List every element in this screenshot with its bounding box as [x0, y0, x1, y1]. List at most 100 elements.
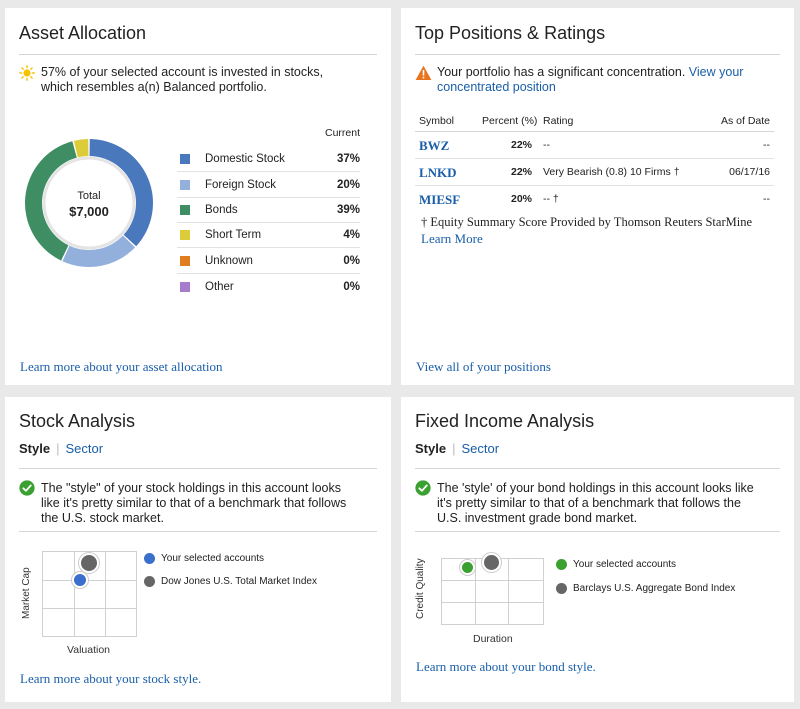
- donut-slice-domestic-stock: [89, 139, 153, 247]
- date-header: As of Date: [720, 115, 770, 127]
- fixed-income-title: Fixed Income Analysis: [415, 411, 595, 431]
- allocation-percent: 37%: [336, 153, 360, 165]
- percent-header: Percent (%): [482, 115, 538, 127]
- tab-style[interactable]: Style: [415, 441, 447, 456]
- allocation-row-short-term: Short Term 4%: [177, 222, 360, 248]
- legend-dot: [556, 559, 567, 570]
- benchmark-marker: [79, 553, 99, 573]
- tab-separator: |: [452, 441, 456, 456]
- allocation-percent: 0%: [343, 281, 360, 293]
- allocation-percent: 39%: [336, 204, 360, 216]
- y-axis-label: Credit Quality: [415, 558, 426, 619]
- asset-allocation-panel: Asset Allocation 57% of your selected ac…: [5, 8, 391, 385]
- legend-dot: [144, 576, 155, 587]
- fixed-income-tabs: Style | Sector: [415, 441, 499, 456]
- allocation-label: Unknown: [205, 255, 253, 267]
- legend-dot: [556, 583, 567, 594]
- rating-header: Rating: [543, 115, 574, 127]
- stock-analysis-title: Stock Analysis: [19, 411, 136, 431]
- learn-more-link[interactable]: Learn More: [421, 231, 483, 246]
- asset-allocation-title: Asset Allocation: [19, 23, 147, 43]
- legend-dot: [144, 553, 155, 564]
- legend-label: Your selected accounts: [161, 553, 265, 564]
- foreign-stock-swatch: [180, 180, 190, 190]
- view-concentrated-position-link[interactable]: View your concentrated position: [437, 65, 744, 94]
- domestic-stock-swatch: [180, 154, 190, 164]
- allocation-percent: 20%: [336, 179, 360, 191]
- table-row: LNKD 22% Very Bearish (0.8) 10 Firms † 0…: [415, 159, 774, 186]
- fixed-income-panel: Fixed Income Analysis Style | Sector The '…: [401, 397, 794, 702]
- other-swatch: [180, 282, 190, 292]
- y-axis-label: Market Cap: [21, 567, 32, 619]
- position-rating: --: [543, 139, 550, 151]
- divider: [415, 468, 780, 469]
- tab-sector[interactable]: Sector: [65, 441, 104, 456]
- current-column-header: Current: [324, 127, 360, 139]
- legend-label: Your selected accounts: [573, 559, 677, 570]
- check-circle-icon: [415, 480, 431, 496]
- tab-separator: |: [56, 441, 60, 456]
- table-row: BWZ 22% -- --: [415, 132, 774, 159]
- position-percent: 22%: [511, 139, 533, 151]
- symbol-link[interactable]: LNKD: [419, 165, 457, 180]
- x-axis-label: Duration: [473, 633, 513, 645]
- allocation-label: Domestic Stock: [205, 153, 285, 165]
- symbol-link[interactable]: BWZ: [419, 138, 450, 153]
- position-date: 06/17/16: [729, 166, 770, 178]
- allocation-percent: 4%: [343, 229, 360, 241]
- allocation-row-bonds: Bonds 39%: [177, 197, 360, 223]
- donut-center: [42, 156, 136, 250]
- position-rating: Very Bearish (0.8) 10 Firms †: [543, 166, 680, 178]
- footnote: † Equity Summary Score Provided by Thoms…: [421, 215, 752, 229]
- stock-analysis-tabs: Style | Sector: [19, 441, 103, 456]
- legend-label: Dow Jones U.S. Total Market Index: [161, 576, 317, 587]
- donut-slice-bonds: [25, 141, 77, 261]
- position-date: --: [763, 193, 770, 205]
- style-box-grid: [42, 551, 137, 637]
- learn-more-bond-style-link[interactable]: Learn more about your bond style.: [416, 659, 596, 674]
- allocation-percent: 0%: [343, 255, 360, 267]
- divider: [415, 131, 774, 132]
- learn-more-asset-allocation-link[interactable]: Learn more about your asset allocation: [20, 359, 223, 374]
- position-date: --: [763, 139, 770, 151]
- bond-style-message: The 'style' of your bond holdings in thi…: [437, 481, 754, 525]
- tab-sector[interactable]: Sector: [461, 441, 500, 456]
- symbol-header: Symbol: [419, 115, 455, 127]
- symbol-link[interactable]: MIESF: [419, 192, 461, 207]
- divider: [415, 54, 780, 55]
- divider: [19, 54, 377, 55]
- position-rating: -- †: [543, 193, 559, 205]
- allocation-label: Short Term: [205, 229, 262, 241]
- allocation-donut-chart: [25, 139, 153, 267]
- top-positions-panel: Top Positions & Ratings Your portfolio h…: [401, 8, 794, 385]
- divider: [415, 531, 780, 532]
- allocation-row-unknown: Unknown 0%: [177, 248, 360, 274]
- view-all-positions-link[interactable]: View all of your positions: [416, 359, 551, 374]
- donut-slice-short-term: [73, 139, 89, 158]
- warning-text: Your portfolio has a significant concent…: [437, 65, 686, 79]
- top-positions-title: Top Positions & Ratings: [415, 23, 606, 43]
- position-percent: 22%: [511, 166, 533, 178]
- tab-style[interactable]: Style: [19, 441, 51, 456]
- allocation-row-foreign-stock: Foreign Stock 20%: [177, 172, 360, 198]
- warning-icon: [415, 65, 432, 80]
- table-row: MIESF 20% -- † --: [415, 186, 774, 212]
- unknown-swatch: [180, 256, 190, 266]
- donut-center-label: Total: [77, 190, 101, 202]
- allocation-row-other: Other 0%: [177, 274, 360, 299]
- check-circle-icon: [19, 480, 35, 496]
- selected-account-marker: [460, 560, 475, 575]
- benchmark-marker: [482, 553, 501, 572]
- allocation-label: Other: [205, 281, 234, 293]
- allocation-row-domestic-stock: Domestic Stock 37%: [177, 146, 360, 172]
- learn-more-stock-style-link[interactable]: Learn more about your stock style.: [20, 671, 202, 686]
- allocation-label: Foreign Stock: [205, 179, 276, 191]
- donut-center-value: $7,000: [69, 204, 109, 219]
- x-axis-label: Valuation: [67, 644, 111, 656]
- divider: [19, 468, 377, 469]
- allocation-message: 57% of your selected account is invested…: [41, 65, 324, 94]
- allocation-label: Bonds: [205, 204, 238, 216]
- position-percent: 20%: [511, 193, 533, 205]
- donut-slice-foreign-stock: [62, 235, 136, 267]
- short-term-swatch: [180, 230, 190, 240]
